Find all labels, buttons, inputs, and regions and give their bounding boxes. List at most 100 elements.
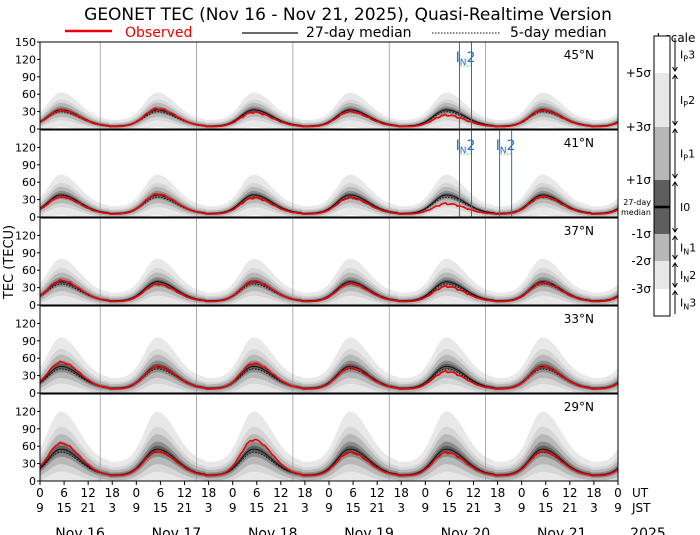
ut-tick-label: 18 <box>586 486 601 500</box>
ut-tick-label: 6 <box>349 486 357 500</box>
panel-latitude: 45°N <box>564 48 594 62</box>
y-tick-label: 30 <box>22 106 36 119</box>
iscale-sigma-label: +3σ <box>626 120 652 134</box>
ut-tick-label: 18 <box>394 486 409 500</box>
panel-0: IN2 0 30 60 90 120 150 45°N <box>15 36 619 136</box>
iscale-arrowhead-down <box>672 254 678 260</box>
jst-tick-label: 21 <box>177 501 192 515</box>
jst-tick-label: 15 <box>153 501 168 515</box>
ut-tick-label: 6 <box>446 486 454 500</box>
x-axis-group: 0961512211830961512211830961512211830961… <box>36 481 666 535</box>
iscale-sigma-label: +5σ <box>626 66 652 80</box>
observed-line <box>39 193 619 215</box>
iscale-median-label: 27-day <box>623 198 651 207</box>
y-tick-label: 30 <box>22 458 36 471</box>
y-tick-label: 30 <box>22 370 36 383</box>
jst-tick-label: 3 <box>205 501 213 515</box>
ut-tick-label: 0 <box>422 486 430 500</box>
jst-tick-label: 9 <box>518 501 526 515</box>
ut-tick-label: 6 <box>253 486 261 500</box>
y-tick-label: 90 <box>22 335 36 348</box>
iscale-arrowhead-up <box>672 181 678 187</box>
y-tick-label: 90 <box>22 71 36 84</box>
y-tick-label: 120 <box>15 317 36 330</box>
y-tick-label: 0 <box>29 211 36 224</box>
iscale-band-label: IN1 <box>680 242 696 257</box>
ut-tick-label: 0 <box>518 486 526 500</box>
iscale-arrowhead-down <box>672 173 678 179</box>
iscale-band-label: IP1 <box>680 148 695 163</box>
jst-tick-label: 9 <box>36 501 44 515</box>
jst-tick-label: 9 <box>614 501 622 515</box>
observed-line <box>39 278 619 303</box>
panel-frame <box>39 217 619 306</box>
y-tick-label: 60 <box>22 176 36 189</box>
ut-tick-label: 12 <box>273 486 288 500</box>
panel-4: 0 30 60 90 120 29°N <box>15 393 619 488</box>
jst-tick-label: 3 <box>590 501 598 515</box>
ut-tick-label: 12 <box>177 486 192 500</box>
marker-label: IN2 <box>496 138 516 156</box>
ut-tick-label: 0 <box>614 486 622 500</box>
iscale-band-label: IP3 <box>680 49 695 64</box>
iscale-arrowhead-up <box>672 128 678 134</box>
y-tick-label: 90 <box>22 423 36 436</box>
ut-tick-label: 12 <box>562 486 577 500</box>
ut-tick-label: 12 <box>370 486 385 500</box>
ut-tick-label: 18 <box>297 486 312 500</box>
jst-tick-label: 15 <box>538 501 553 515</box>
iscale-band-label: IN3 <box>680 297 696 312</box>
panel-2: 0 30 60 90 120 37°N <box>15 217 619 312</box>
iscale-band-2 <box>654 127 670 180</box>
iscale-band-1 <box>654 73 670 127</box>
y-tick-label: 0 <box>29 123 36 136</box>
iscale-band-6 <box>654 289 670 316</box>
day-label: Nov 18 <box>248 526 298 535</box>
panel-latitude: 41°N <box>564 136 594 150</box>
y-tick-label: 120 <box>15 405 36 418</box>
jst-tick-label: 15 <box>56 501 71 515</box>
iscale-frame <box>653 35 671 317</box>
y-tick-label: 0 <box>29 475 36 488</box>
ut-tick-label: 18 <box>490 486 505 500</box>
iscale-arrowhead-down <box>672 227 678 233</box>
jst-tick-label: 9 <box>133 501 141 515</box>
observed-line <box>39 438 619 477</box>
year-label: 2025 <box>630 526 666 535</box>
day-label: Nov 21 <box>537 526 587 535</box>
jst-tick-label: 3 <box>301 501 309 515</box>
panel-frame <box>39 129 619 218</box>
ut-label: UT <box>632 486 649 500</box>
y-tick-label: 30 <box>22 194 36 207</box>
y-axis-label: TEC (TECU) <box>2 225 17 300</box>
day-label: Nov 20 <box>441 526 491 535</box>
observed-line <box>39 107 619 128</box>
day-label: Nov 16 <box>55 526 105 535</box>
y-tick-label: 90 <box>22 247 36 260</box>
jst-tick-label: 9 <box>229 501 237 515</box>
jst-label: JST <box>631 501 651 515</box>
jst-tick-label: 21 <box>562 501 577 515</box>
marker-label: IN2 <box>456 138 476 156</box>
ut-tick-label: 6 <box>157 486 165 500</box>
iscale-band-5 <box>654 261 670 289</box>
iscale-band-0 <box>654 36 670 73</box>
ut-tick-label: 0 <box>325 486 333 500</box>
iscale-arrowhead-up <box>672 290 678 296</box>
jst-tick-label: 21 <box>370 501 385 515</box>
y-tick-label: 120 <box>15 141 36 154</box>
y-tick-label: 60 <box>22 88 36 101</box>
ut-tick-label: 6 <box>542 486 550 500</box>
panels-group: IN2 0 30 60 90 120 150 45°N IN2 IN2 0 30 60 90 120 41°N… <box>15 36 619 488</box>
panel-latitude: 33°N <box>564 312 594 326</box>
jst-tick-label: 9 <box>422 501 430 515</box>
y-tick-label: 60 <box>22 440 36 453</box>
ut-tick-label: 0 <box>133 486 141 500</box>
jst-tick-label: 3 <box>494 501 502 515</box>
panel-3: 0 30 60 90 120 33°N <box>15 305 619 400</box>
iscale-arrowhead-up <box>672 235 678 241</box>
y-tick-label: 150 <box>15 36 36 49</box>
ut-tick-label: 18 <box>201 486 216 500</box>
y-tick-label: 120 <box>15 53 36 66</box>
